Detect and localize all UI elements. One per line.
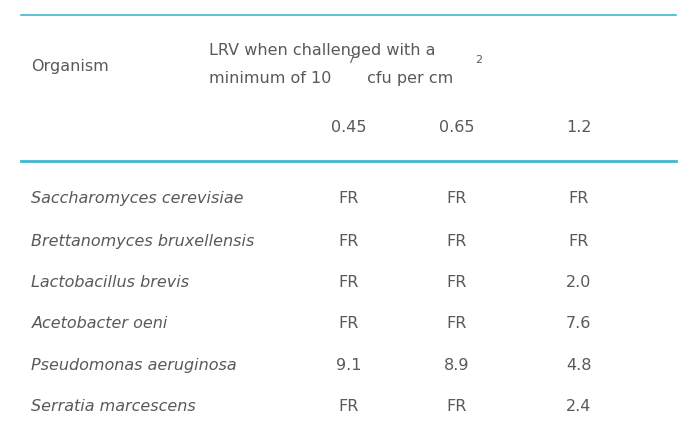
Text: Serratia marcescens: Serratia marcescens: [31, 399, 196, 414]
Text: 0.45: 0.45: [331, 120, 366, 135]
Text: FR: FR: [338, 234, 359, 249]
Text: FR: FR: [446, 275, 467, 290]
Text: 9.1: 9.1: [336, 358, 361, 373]
Text: Brettanomyces bruxellensis: Brettanomyces bruxellensis: [31, 234, 254, 249]
Text: minimum of 10: minimum of 10: [209, 71, 332, 86]
Text: Organism: Organism: [31, 59, 109, 74]
Text: 8.9: 8.9: [444, 358, 469, 373]
Text: 0.65: 0.65: [439, 120, 474, 135]
Text: Saccharomyces cerevisiae: Saccharomyces cerevisiae: [31, 191, 244, 206]
Text: FR: FR: [446, 399, 467, 414]
Text: FR: FR: [338, 316, 359, 331]
Text: 7: 7: [347, 55, 354, 64]
Text: FR: FR: [446, 234, 467, 249]
Text: 2.4: 2.4: [566, 399, 591, 414]
Text: 2: 2: [475, 55, 482, 64]
Text: Acetobacter oeni: Acetobacter oeni: [31, 316, 168, 331]
Text: Lactobacillus brevis: Lactobacillus brevis: [31, 275, 190, 290]
Text: 2.0: 2.0: [566, 275, 591, 290]
Text: 7.6: 7.6: [566, 316, 591, 331]
Text: FR: FR: [338, 191, 359, 206]
Text: FR: FR: [446, 191, 467, 206]
Text: FR: FR: [568, 234, 589, 249]
Text: FR: FR: [568, 191, 589, 206]
Text: FR: FR: [338, 275, 359, 290]
Text: cfu per cm: cfu per cm: [362, 71, 454, 86]
Text: 1.2: 1.2: [566, 120, 591, 135]
Text: Pseudomonas aeruginosa: Pseudomonas aeruginosa: [31, 358, 237, 373]
Text: FR: FR: [446, 316, 467, 331]
Text: 4.8: 4.8: [566, 358, 591, 373]
Text: FR: FR: [338, 399, 359, 414]
Text: LRV when challenged with a: LRV when challenged with a: [209, 43, 436, 58]
